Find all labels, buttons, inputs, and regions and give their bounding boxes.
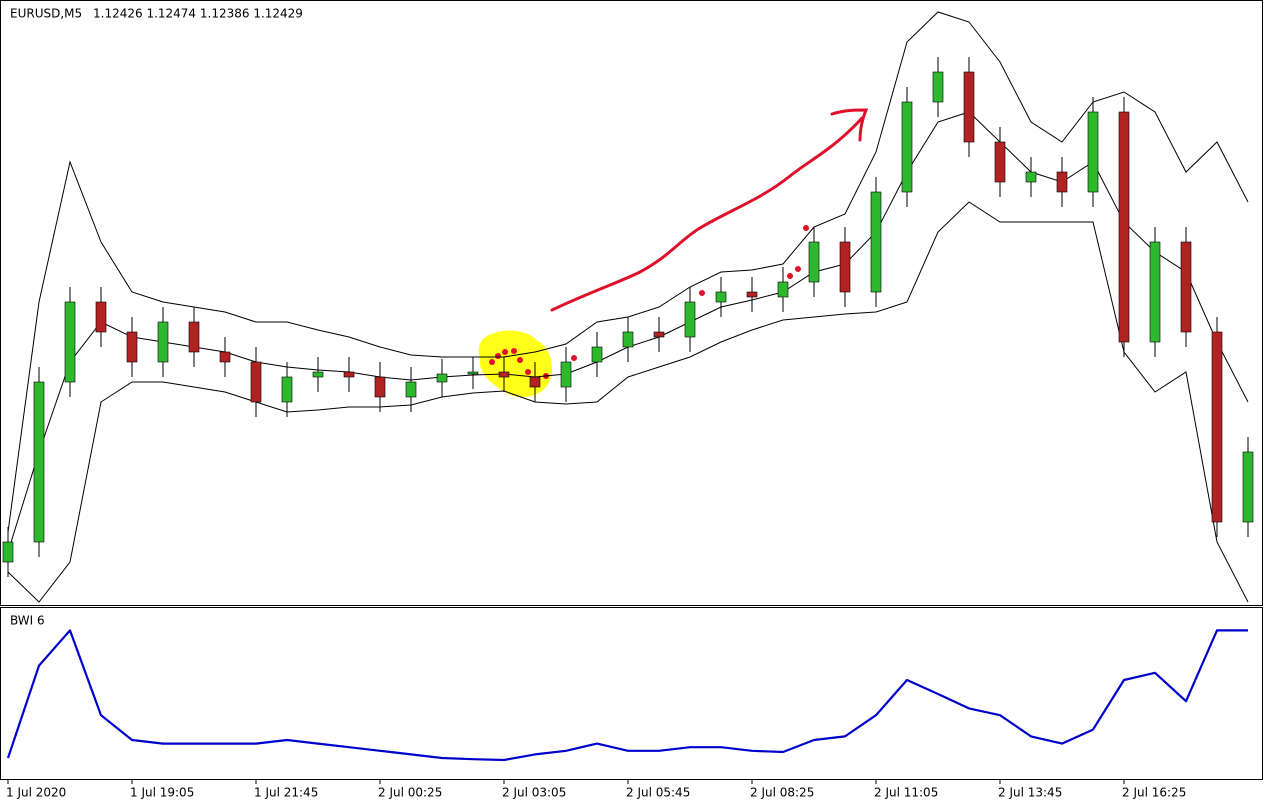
indicator-line [6,629,1248,762]
candle-body [1149,241,1161,343]
time-label: 2 Jul 00:25 [378,786,442,800]
candle-body [591,346,603,363]
candle-body [560,361,572,388]
symbol-title: EURUSD,M5 [10,7,82,21]
candle-body [901,101,913,193]
candle-body [1118,111,1130,343]
candle-body [715,291,727,303]
dot [699,290,705,296]
dot [517,357,523,363]
candle-body [653,331,665,338]
time-label: 1 Jul 2020 [6,786,66,800]
candle-body [374,376,386,398]
time-label: 2 Jul 13:45 [998,786,1062,800]
trend-arrow [550,108,869,312]
time-label: 2 Jul 11:05 [874,786,938,800]
dot [571,355,577,361]
candle-body [870,191,882,293]
candle-body [250,361,262,403]
candle-body [312,371,324,378]
candle-body [746,291,758,298]
dot [787,273,793,279]
candle-body [95,301,107,333]
dot [495,353,501,359]
time-label: 2 Jul 03:05 [502,786,566,800]
candle-body [1242,451,1254,523]
candle-body [33,381,45,543]
candle-body [529,376,541,388]
dot [489,359,495,365]
candle-body [281,376,293,403]
quote: 1.12426 1.12474 1.12386 1.12429 [93,7,303,21]
candle-body [839,241,851,293]
candle-body [1211,331,1223,523]
candle-body [2,541,14,563]
time-label: 2 Jul 16:25 [1122,786,1186,800]
candle-body [436,373,448,383]
candle-body [932,71,944,103]
candle-body [622,331,634,348]
candle-body [343,371,355,378]
indicator-pane-frame [0,607,1263,780]
candle-body [777,281,789,298]
candle-body [467,371,479,375]
indicator-title: BWI 6 [10,614,45,628]
dot [795,266,801,272]
candle-body [994,141,1006,183]
candle-body [1056,171,1068,193]
candle-body [219,351,231,363]
dot [525,369,531,375]
dot [803,225,809,231]
candle-body [1025,171,1037,183]
bollinger-band [7,201,1249,603]
main-pane-frame [0,0,1263,606]
candle-body [808,241,820,283]
time-label: 2 Jul 08:25 [750,786,814,800]
time-label: 2 Jul 05:45 [626,786,690,800]
time-label: 1 Jul 21:45 [254,786,318,800]
dot [502,349,508,355]
candle-body [157,321,169,363]
time-label: 1 Jul 19:05 [130,786,194,800]
candle-body [1180,241,1192,333]
candle-body [1087,111,1099,193]
plot-layer: 1 Jul 2020 1 Jul 19:05 1 Jul 21:45 2 Jul 00… [2,11,1254,800]
candle-body [963,71,975,143]
candle-body [188,321,200,353]
candle-body [684,301,696,338]
dot [511,348,517,354]
candle-body [498,371,510,378]
candle-body [405,381,417,398]
candle-body [126,331,138,363]
candle-body [64,301,76,383]
